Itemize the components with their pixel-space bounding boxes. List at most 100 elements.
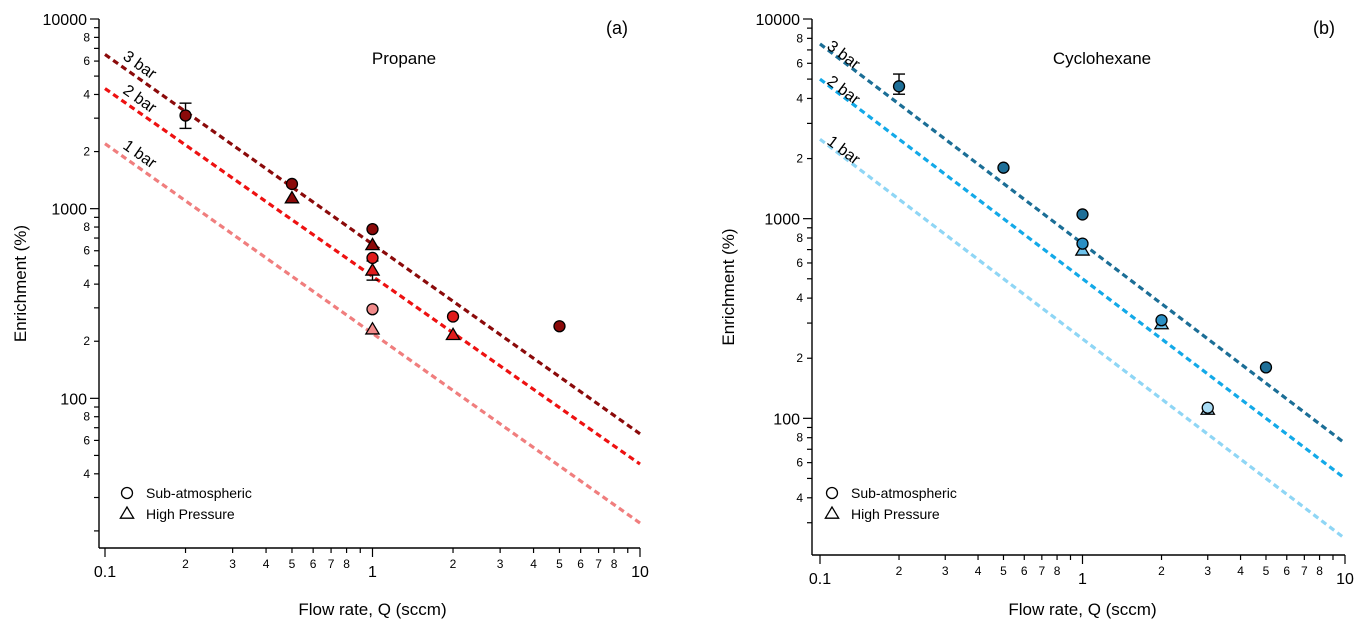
y-minor-tick-label: 2 <box>796 152 803 166</box>
fit-line-1-bar <box>819 137 1346 540</box>
data-point-circle <box>1201 401 1214 414</box>
data-point-circle <box>179 109 192 122</box>
x-minor-tick-label: 4 <box>975 564 982 578</box>
legend-label: Sub-atmospheric <box>146 485 252 501</box>
legend-label: Sub-atmospheric <box>851 485 957 501</box>
x-tick-label: 0.1 <box>809 571 831 588</box>
y-minor-tick-label: 4 <box>796 291 803 305</box>
panel-letter: (b) <box>1313 18 1335 38</box>
legend: Sub-atmospheric High Pressure <box>119 485 252 522</box>
panel-title: Propane <box>372 49 436 68</box>
x-minor-tick-label: 3 <box>942 564 949 578</box>
x-minor-tick-label: 7 <box>328 557 335 571</box>
x-minor-tick-label: 7 <box>595 557 602 571</box>
chart-panel-a: 0.1 1 102 3 4 5 6 7 8 2 3 4 5 6 7 810010001000046824682… <box>11 12 649 619</box>
y-minor-tick-label: 8 <box>83 410 90 424</box>
x-minor-tick-label: 7 <box>1038 564 1045 578</box>
y-tick-label: 100 <box>773 411 800 428</box>
data-point-circle <box>366 303 379 316</box>
y-minor-tick-label: 6 <box>83 244 90 258</box>
panel-letter: (a) <box>606 18 628 38</box>
y-minor-tick-label: 6 <box>796 256 803 270</box>
y-minor-tick-label: 4 <box>796 91 803 105</box>
fit-line-label: 1 bar <box>824 133 864 169</box>
y-minor-tick-label: 6 <box>83 54 90 68</box>
y-minor-tick-label: 6 <box>796 56 803 70</box>
fit-line-label: 2 bar <box>824 73 864 109</box>
y-minor-tick-label: 8 <box>83 30 90 44</box>
x-minor-tick-label: 8 <box>1316 564 1323 578</box>
y-minor-tick-label: 4 <box>83 467 90 481</box>
panel-title: Cyclohexane <box>1053 49 1151 68</box>
y-minor-tick-label: 4 <box>796 491 803 505</box>
y-axis-title: Enrichment (%) <box>11 225 30 342</box>
x-minor-tick-label: 4 <box>263 557 270 571</box>
x-tick-label: 10 <box>631 564 649 581</box>
x-minor-tick-label: 5 <box>289 557 296 571</box>
y-minor-tick-label: 4 <box>83 277 90 291</box>
y-tick-label: 1000 <box>51 202 87 219</box>
data-point-circle <box>1155 314 1168 327</box>
x-tick-label: 1 <box>368 564 377 581</box>
legend-marker-circle <box>825 486 839 500</box>
x-minor-tick-label: 8 <box>611 557 618 571</box>
data-point-triangle <box>364 237 381 251</box>
x-minor-tick-label: 6 <box>1283 564 1290 578</box>
data-point-circle <box>1259 361 1273 374</box>
data-point-triangle <box>364 321 381 335</box>
data-point-triangle <box>364 262 381 276</box>
data-point-circle <box>997 161 1010 174</box>
fit-line-2-bar <box>819 77 1346 480</box>
fit-line-label: 3 bar <box>824 38 864 74</box>
x-minor-tick-label: 5 <box>1000 564 1007 578</box>
x-minor-tick-label: 8 <box>1054 564 1061 578</box>
y-tick-label: 10000 <box>756 12 801 29</box>
x-minor-tick-label: 8 <box>343 557 350 571</box>
legend: Sub-atmospheric High Pressure <box>824 485 957 522</box>
data-point-circle <box>446 310 460 323</box>
x-tick-label: 10 <box>1336 571 1354 588</box>
legend-marker-circle <box>120 486 134 500</box>
y-tick-label: 1000 <box>764 212 800 229</box>
data-point-circle <box>285 177 299 191</box>
x-minor-tick-label: 5 <box>1263 564 1270 578</box>
x-minor-tick-label: 6 <box>577 557 584 571</box>
legend-label: High Pressure <box>851 506 940 522</box>
y-minor-tick-label: 8 <box>796 431 803 445</box>
legend-label: High Pressure <box>146 506 235 522</box>
x-minor-tick-label: 2 <box>1158 564 1165 578</box>
x-minor-tick-label: 2 <box>896 564 903 578</box>
x-minor-tick-label: 2 <box>182 557 189 571</box>
data-point-circle <box>892 80 906 93</box>
data-point-circle <box>1076 208 1089 221</box>
x-minor-tick-label: 3 <box>229 557 236 571</box>
x-minor-tick-label: 6 <box>310 557 317 571</box>
x-minor-tick-label: 6 <box>1021 564 1028 578</box>
y-minor-tick-label: 2 <box>83 334 90 348</box>
data-point-circle <box>366 251 379 265</box>
y-minor-tick-label: 8 <box>796 31 803 45</box>
y-tick-label: 10000 <box>43 12 88 29</box>
legend-marker-triangle <box>119 505 135 519</box>
y-minor-tick-label: 8 <box>796 231 803 245</box>
x-minor-tick-label: 2 <box>450 557 457 571</box>
y-minor-tick-label: 4 <box>83 87 90 101</box>
x-minor-tick-label: 7 <box>1301 564 1308 578</box>
fit-line-2-bar <box>104 87 641 466</box>
y-minor-tick-label: 6 <box>83 433 90 447</box>
y-minor-tick-label: 8 <box>83 220 90 234</box>
x-minor-tick-label: 3 <box>1204 564 1211 578</box>
data-point-circle <box>366 222 379 236</box>
y-axis-title: Enrichment (%) <box>719 228 738 345</box>
x-axis-title: Flow rate, Q (sccm) <box>1008 600 1156 619</box>
x-minor-tick-label: 3 <box>497 557 504 571</box>
x-minor-tick-label: 4 <box>1237 564 1244 578</box>
x-axis-title: Flow rate, Q (sccm) <box>298 600 446 619</box>
y-minor-tick-label: 2 <box>796 351 803 365</box>
x-tick-label: 1 <box>1078 571 1087 588</box>
y-minor-tick-label: 6 <box>796 456 803 470</box>
x-minor-tick-label: 4 <box>530 557 537 571</box>
y-tick-label: 100 <box>60 391 87 408</box>
data-point-circle <box>553 320 566 333</box>
